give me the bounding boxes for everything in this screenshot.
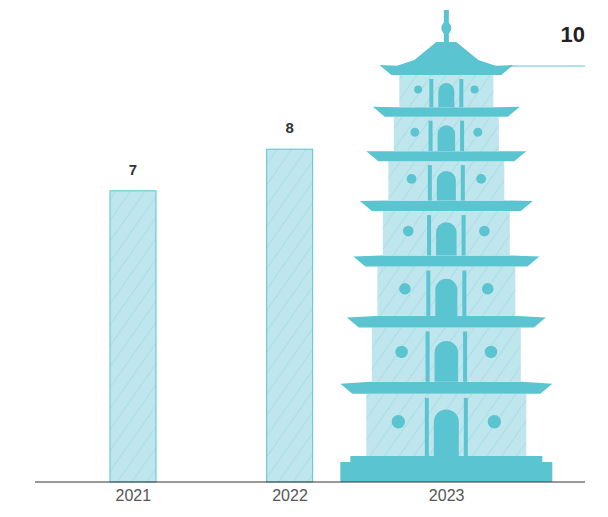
svg-text:10: 10	[561, 22, 585, 47]
svg-text:2023: 2023	[429, 487, 465, 504]
svg-text:7: 7	[129, 161, 137, 178]
svg-text:2022: 2022	[272, 487, 308, 504]
svg-text:2021: 2021	[116, 487, 152, 504]
svg-text:8: 8	[285, 119, 293, 136]
